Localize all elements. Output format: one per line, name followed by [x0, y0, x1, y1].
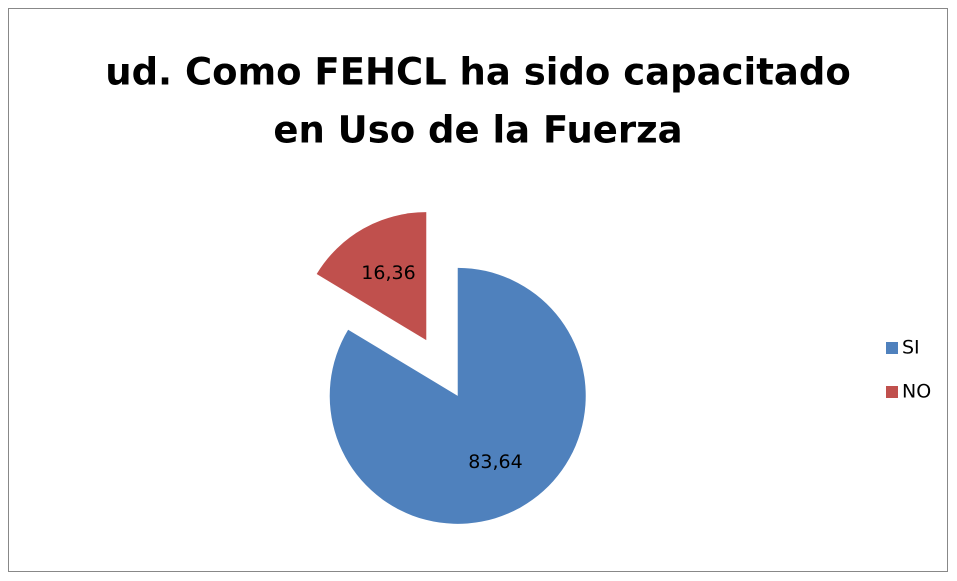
chart-title: ud. Como FEHCL ha sido capacitado	[105, 51, 851, 94]
data-label: 83,64	[468, 451, 522, 473]
pie-slice	[329, 267, 586, 524]
legend-swatch	[886, 386, 898, 398]
legend-label: SI	[902, 337, 920, 359]
data-label: 16,36	[361, 262, 415, 284]
legend-label: NO	[902, 381, 931, 403]
legend-swatch	[886, 342, 898, 354]
pie-slice	[316, 212, 427, 341]
chart-title: en Uso de la Fuerza	[273, 109, 682, 152]
